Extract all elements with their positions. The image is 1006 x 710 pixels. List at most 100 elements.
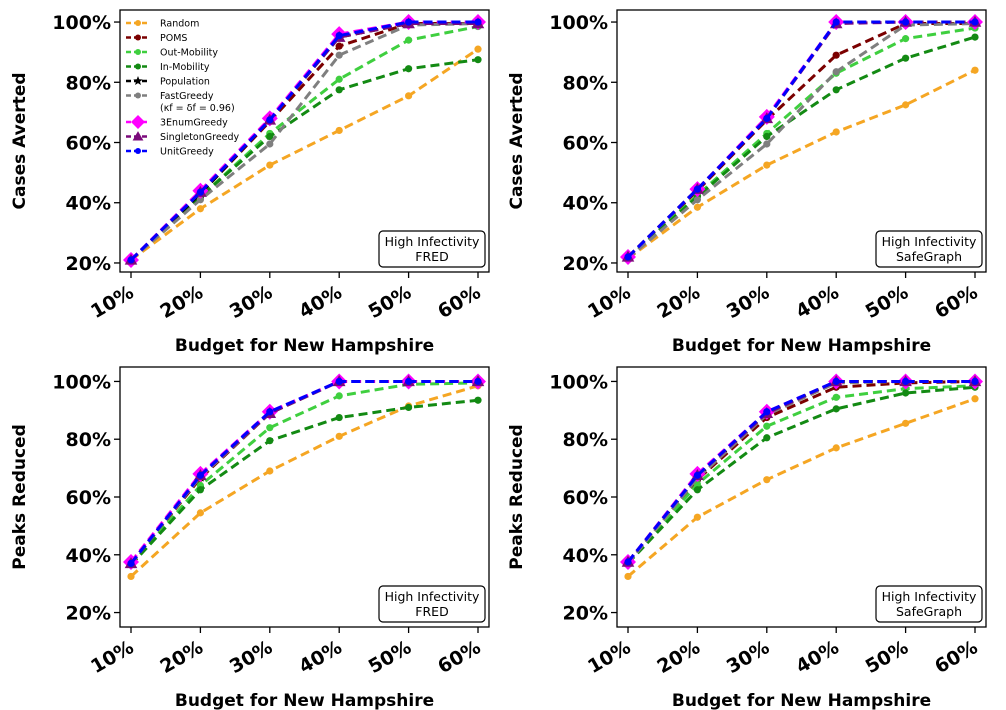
legend-item-singletongreedy: SingletonGreedy <box>126 131 240 143</box>
series-poms <box>624 377 979 568</box>
legend-item-in-mobility: In-Mobility <box>126 62 210 73</box>
annotation-line-1: High Infectivity <box>385 589 480 604</box>
x-tick-label: 40% <box>792 636 842 678</box>
series-line-population <box>626 379 975 563</box>
data-point-unitgreedy <box>335 377 343 386</box>
series-population <box>622 375 981 567</box>
y-tick-label: 20% <box>66 603 111 625</box>
y-axis-title: Peaks Reduced <box>10 424 30 569</box>
data-point-unitgreedy <box>832 18 840 26</box>
x-tick-label: 10% <box>584 636 634 678</box>
series-line-fastgreedy <box>129 379 478 565</box>
data-point-fastgreedy <box>693 196 702 204</box>
series-unitgreedy <box>127 377 482 568</box>
x-tick-label: 10% <box>87 636 137 678</box>
series-line-random <box>627 68 976 260</box>
y-tick-label: 60% <box>563 487 608 509</box>
series-unitgreedy <box>127 18 482 264</box>
series-random <box>127 382 482 581</box>
chart-panel-bottom-left: 20%40%60%80%100%10% 20% 30% 40% 50% 60%Budget… <box>10 366 490 710</box>
series-line-in-mobility <box>626 385 976 565</box>
annotation-line-2: FRED <box>415 604 448 619</box>
data-point-random <box>266 467 274 475</box>
chart-panel-top-left: 20%40%60%80%100%10% 20% 30% 40% 50% 60%Budget… <box>10 9 490 356</box>
data-point-out-mobility <box>266 424 274 432</box>
legend-label: Out-Mobility <box>160 48 218 59</box>
x-tick-label: 50% <box>862 636 912 678</box>
data-point-in-mobility <box>474 56 482 64</box>
series-in-mobility <box>624 383 979 568</box>
legend: Random POMS Out-Mobility In-Mobility Populat… <box>126 19 240 158</box>
series-line-in-mobility <box>129 398 479 566</box>
legend-label: POMS <box>160 33 187 44</box>
y-tick-label: 40% <box>66 545 111 567</box>
y-tick-label: 80% <box>563 72 608 94</box>
x-tick-label: 50% <box>365 636 415 678</box>
x-tick-label: 20% <box>157 636 207 678</box>
legend-marker <box>135 63 141 70</box>
legend-marker <box>135 34 141 41</box>
data-point-random <box>624 572 632 581</box>
legend-marker <box>131 115 145 129</box>
legend-label: Population <box>160 77 210 88</box>
y-tick-label: 60% <box>563 133 608 155</box>
legend-marker <box>135 49 141 55</box>
data-point-fastgreedy <box>832 68 840 76</box>
legend-label: UnitGreedy <box>160 147 214 158</box>
data-point-unitgreedy <box>763 114 771 123</box>
data-point-unitgreedy <box>693 471 702 479</box>
y-tick-label: 100% <box>549 12 608 34</box>
data-point-random <box>693 203 702 211</box>
series-fastgreedy <box>624 19 979 263</box>
data-point-in-mobility <box>335 86 343 94</box>
annotation-line-2: FRED <box>415 249 448 264</box>
data-point-unitgreedy <box>127 559 135 568</box>
series-line-in-mobility <box>627 35 976 260</box>
data-point-random <box>335 126 343 135</box>
data-point-fastgreedy <box>196 196 204 204</box>
x-tick-label: 10% <box>87 281 137 323</box>
legend-marker <box>135 148 141 154</box>
series-line-random <box>627 397 976 578</box>
data-point-unitgreedy <box>902 18 910 26</box>
series-in-mobility <box>127 396 482 569</box>
data-point-unitgreedy <box>971 377 979 386</box>
series-line-unitgreedy <box>626 20 975 259</box>
annotation-line-1: High Infectivity <box>882 589 977 604</box>
series-line-random <box>129 384 479 578</box>
legend-item-3enumgreedy: 3EnumGreedy <box>126 115 228 129</box>
x-tick-label: 30% <box>226 281 276 323</box>
x-tick-label: 40% <box>792 281 842 323</box>
legend-item-fastgreedy: FastGreedy(κf = δf = 0.96) <box>126 91 235 114</box>
legend-item-population: Population <box>126 76 210 88</box>
data-point-in-mobility <box>763 132 771 141</box>
x-tick-label: 10% <box>584 281 634 323</box>
data-point-in-mobility <box>693 486 702 494</box>
series-line-random <box>130 47 479 262</box>
x-tick-label: 30% <box>723 281 773 323</box>
legend-label: In-Mobility <box>160 62 210 73</box>
x-tick-label: 50% <box>862 281 912 323</box>
y-tick-label: 40% <box>563 193 608 215</box>
y-tick-label: 20% <box>563 603 608 625</box>
series-random <box>624 395 979 581</box>
series-line-poms <box>626 379 976 565</box>
series-line-population <box>129 379 478 565</box>
data-point-in-mobility <box>832 405 840 413</box>
series-line-3enumgreedy <box>129 379 478 563</box>
data-point-random <box>971 66 979 74</box>
data-point-unitgreedy <box>971 18 979 26</box>
series-out-mobility <box>624 382 979 568</box>
x-tick-label: 40% <box>295 281 345 323</box>
y-tick-label: 60% <box>66 487 111 509</box>
series-poms <box>624 19 979 261</box>
annotation-box <box>378 230 486 268</box>
data-point-random <box>693 513 702 521</box>
legend-marker <box>135 92 141 99</box>
data-point-out-mobility <box>405 36 413 44</box>
legend-marker <box>135 20 141 26</box>
x-tick-label: 60% <box>931 281 981 323</box>
data-point-unitgreedy <box>624 253 632 261</box>
y-tick-label: 80% <box>66 72 111 94</box>
